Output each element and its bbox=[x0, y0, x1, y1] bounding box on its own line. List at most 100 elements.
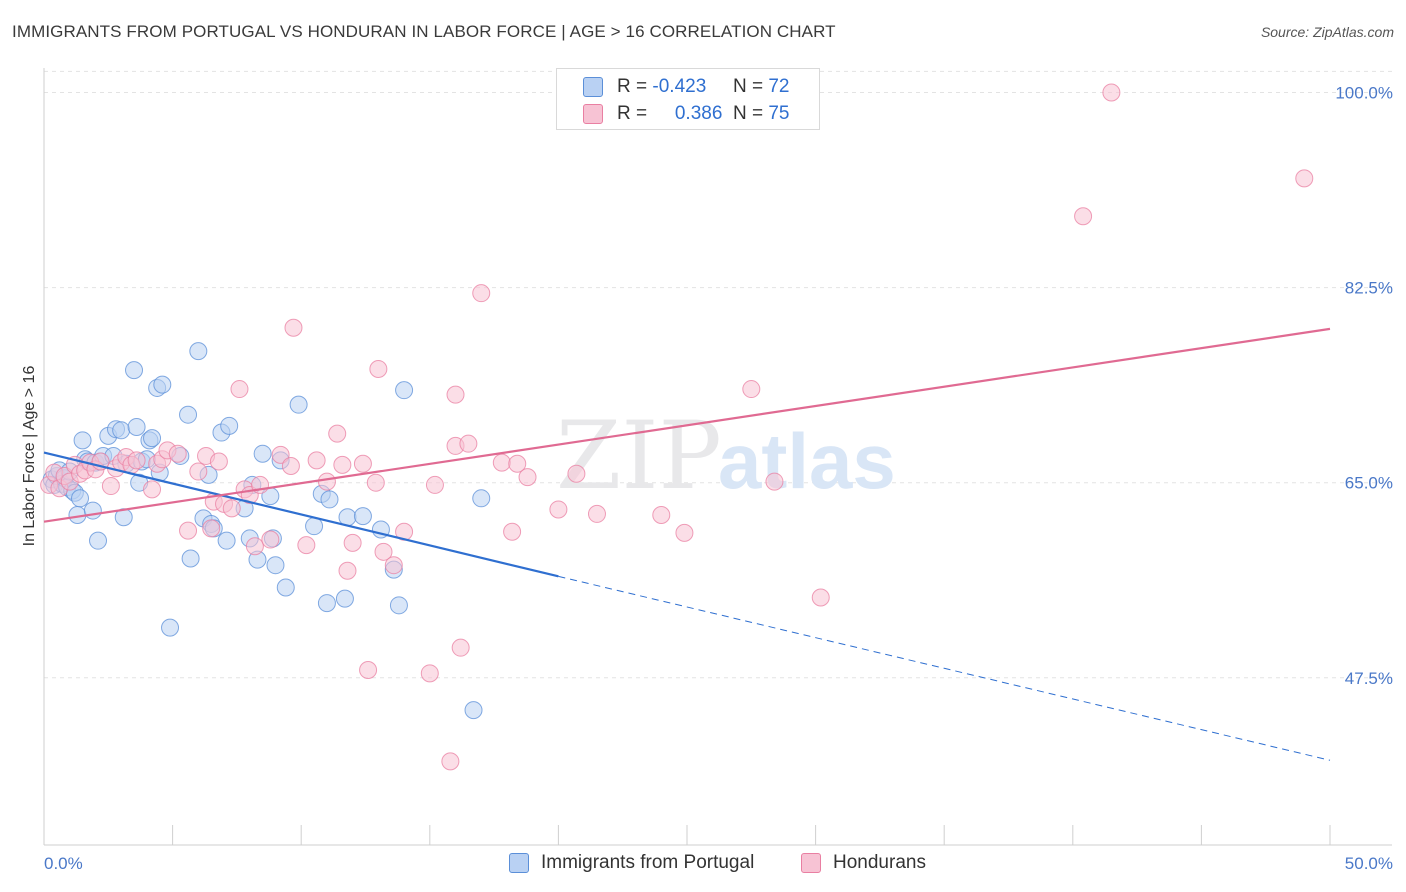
data-points bbox=[40, 83, 1314, 771]
point-hondurans bbox=[271, 445, 290, 464]
point-hondurans bbox=[508, 454, 527, 473]
point-portugal bbox=[125, 361, 144, 380]
blue-swatch bbox=[583, 77, 603, 97]
point-hondurans bbox=[742, 380, 761, 399]
point-hondurans bbox=[425, 475, 444, 494]
point-hondurans bbox=[446, 385, 465, 404]
point-hondurans bbox=[765, 472, 784, 491]
point-portugal bbox=[220, 416, 239, 435]
trend-extension-portugal bbox=[558, 575, 1331, 761]
point-hondurans bbox=[261, 530, 280, 549]
point-portugal bbox=[464, 701, 483, 720]
watermark-atlas: atlas bbox=[718, 417, 896, 505]
point-hondurans bbox=[549, 500, 568, 519]
point-hondurans bbox=[441, 752, 460, 771]
point-hondurans bbox=[343, 533, 362, 552]
point-portugal bbox=[353, 507, 372, 526]
correlation-legend: R = -0.423 N = 72 R = 0.386 N = 75 bbox=[556, 68, 820, 130]
point-hondurans bbox=[472, 284, 491, 303]
trend-line-hondurans bbox=[43, 327, 1331, 523]
r-value: -0.423 bbox=[652, 76, 707, 97]
point-hondurans bbox=[353, 454, 372, 473]
point-hondurans bbox=[451, 638, 470, 657]
point-hondurans bbox=[189, 462, 208, 481]
point-hondurans bbox=[420, 664, 439, 683]
n-label: N = bbox=[732, 103, 764, 124]
legend-label-portugal: Immigrants from Portugal bbox=[541, 852, 755, 873]
watermark-zip: ZIP bbox=[556, 402, 722, 511]
tick-labels: 47.5% 65.0% 82.5% 100.0% 0.0% 50.0% bbox=[44, 84, 1393, 873]
point-portugal bbox=[161, 618, 180, 637]
point-hondurans bbox=[168, 444, 187, 463]
point-hondurans bbox=[281, 456, 300, 475]
point-portugal bbox=[335, 589, 354, 608]
x-tick-label: 50.0% bbox=[1345, 854, 1393, 873]
y-tick-label: 82.5% bbox=[1345, 279, 1393, 298]
series-hondurans bbox=[40, 83, 1314, 771]
point-hondurans bbox=[652, 506, 671, 525]
point-hondurans bbox=[567, 464, 586, 483]
point-portugal bbox=[395, 381, 414, 400]
series-legend: Immigrants from Portugal Hondurans bbox=[0, 852, 1406, 878]
point-hondurans bbox=[179, 521, 198, 540]
point-portugal bbox=[153, 375, 172, 394]
point-hondurans bbox=[359, 660, 378, 679]
point-hondurans bbox=[492, 453, 511, 472]
point-hondurans bbox=[384, 556, 403, 575]
chart-title: IMMIGRANTS FROM PORTUGAL VS HONDURAN IN … bbox=[12, 22, 836, 41]
point-hondurans bbox=[338, 561, 357, 580]
point-hondurans bbox=[811, 588, 830, 607]
legend-row-portugal: R = -0.423 N = 72 bbox=[583, 75, 789, 99]
n-value: 72 bbox=[768, 76, 790, 97]
point-portugal bbox=[189, 342, 208, 361]
point-portugal bbox=[253, 444, 272, 463]
point-portugal bbox=[305, 517, 324, 536]
source-label: Source: ZipAtlas.com bbox=[1260, 24, 1394, 40]
point-portugal bbox=[317, 594, 336, 613]
r-value: 0.386 bbox=[674, 103, 723, 124]
r-label: R = bbox=[617, 76, 648, 97]
y-axis-title: In Labor Force | Age > 16 bbox=[21, 366, 38, 547]
gridlines bbox=[44, 70, 1392, 679]
series-portugal bbox=[42, 342, 491, 720]
point-portugal bbox=[179, 405, 198, 424]
legend-item-hondurans[interactable]: Hondurans bbox=[801, 852, 926, 874]
point-hondurans bbox=[317, 472, 336, 491]
point-portugal bbox=[127, 417, 146, 436]
point-hondurans bbox=[518, 468, 537, 487]
point-portugal bbox=[217, 531, 236, 550]
point-portugal bbox=[73, 431, 92, 450]
point-portugal bbox=[276, 578, 295, 597]
legend-row-hondurans: R = 0.386 N = 75 bbox=[583, 102, 789, 126]
legend-label-hondurans: Hondurans bbox=[833, 852, 926, 873]
legend-item-portugal[interactable]: Immigrants from Portugal bbox=[509, 852, 754, 874]
point-portugal bbox=[143, 429, 162, 448]
pink-swatch bbox=[583, 104, 603, 124]
point-hondurans bbox=[1074, 207, 1093, 226]
point-hondurans bbox=[230, 380, 249, 399]
point-portugal bbox=[289, 395, 308, 414]
point-hondurans bbox=[307, 451, 326, 470]
point-hondurans bbox=[297, 536, 316, 555]
point-portugal bbox=[112, 421, 131, 440]
y-tick-label: 100.0% bbox=[1335, 84, 1393, 103]
point-hondurans bbox=[374, 542, 393, 561]
point-portugal bbox=[83, 501, 102, 520]
point-hondurans bbox=[1102, 83, 1121, 102]
point-hondurans bbox=[366, 473, 385, 492]
point-portugal bbox=[320, 490, 339, 509]
point-portugal bbox=[181, 549, 200, 568]
watermark: ZIP atlas bbox=[556, 402, 896, 511]
n-value: 75 bbox=[768, 103, 790, 124]
point-hondurans bbox=[101, 477, 120, 496]
blue-swatch bbox=[509, 853, 529, 873]
y-tick-label: 65.0% bbox=[1345, 474, 1393, 493]
point-hondurans bbox=[333, 455, 352, 474]
y-tick-label: 47.5% bbox=[1345, 669, 1393, 688]
point-hondurans bbox=[1295, 169, 1314, 188]
n-label: N = bbox=[732, 76, 764, 97]
axes bbox=[43, 68, 1392, 846]
point-portugal bbox=[389, 596, 408, 615]
trend-line-portugal bbox=[43, 451, 559, 578]
point-portugal bbox=[71, 489, 90, 508]
